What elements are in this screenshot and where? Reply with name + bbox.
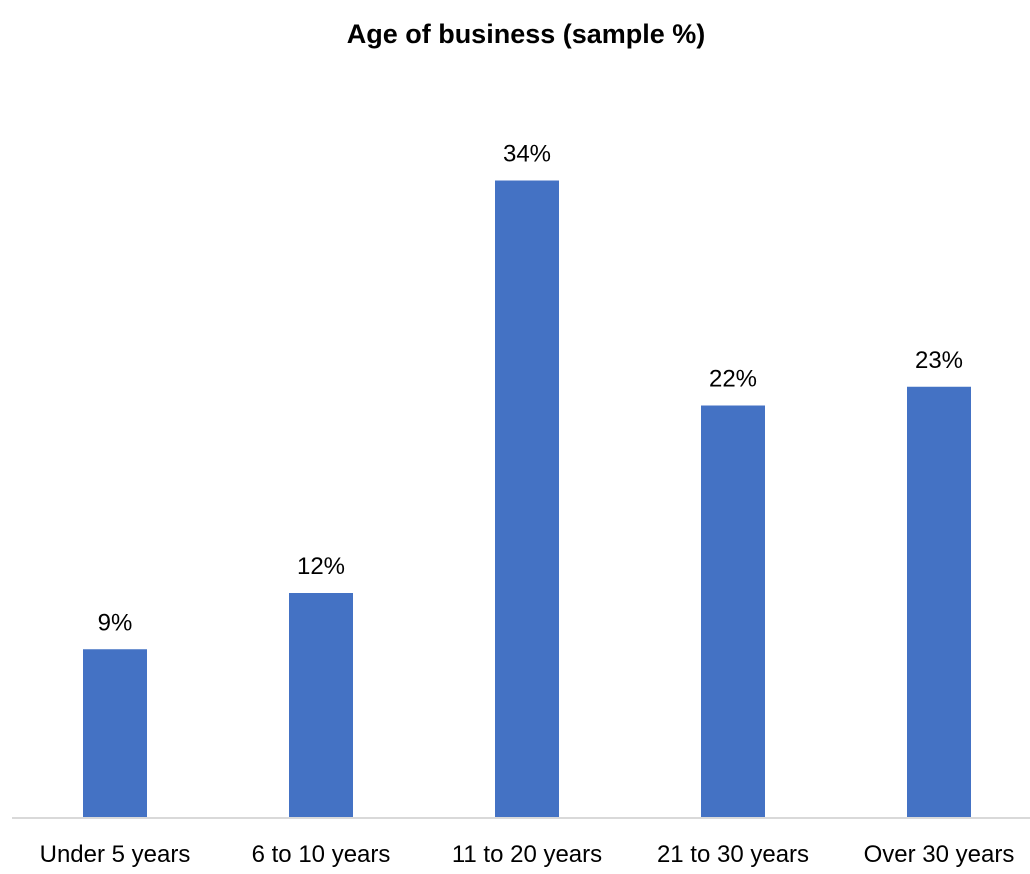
bars-group xyxy=(83,180,971,818)
data-label-1: 9% xyxy=(98,609,133,636)
bar-4 xyxy=(701,405,765,818)
bar-1 xyxy=(83,649,147,818)
x-tick-label-4: 21 to 30 years xyxy=(657,841,809,868)
bar-3 xyxy=(495,180,559,818)
x-tick-label-3: 11 to 20 years xyxy=(452,841,602,868)
x-tick-label-1: Under 5 years xyxy=(40,841,191,868)
x-tick-labels-group: Under 5 years 6 to 10 years 11 to 20 years… xyxy=(40,841,1015,868)
x-tick-label-5: Over 30 years xyxy=(864,841,1015,868)
data-label-2: 12% xyxy=(297,553,345,580)
data-labels-group: 9% 12% 34% 22% 23% xyxy=(98,141,963,637)
bar-2 xyxy=(289,593,353,818)
data-label-4: 22% xyxy=(709,366,757,393)
data-label-5: 23% xyxy=(915,347,963,374)
chart-title: Age of business (sample %) xyxy=(347,19,706,49)
x-tick-label-2: 6 to 10 years xyxy=(252,841,391,868)
bar-5 xyxy=(907,386,971,818)
data-label-3: 34% xyxy=(503,141,551,168)
